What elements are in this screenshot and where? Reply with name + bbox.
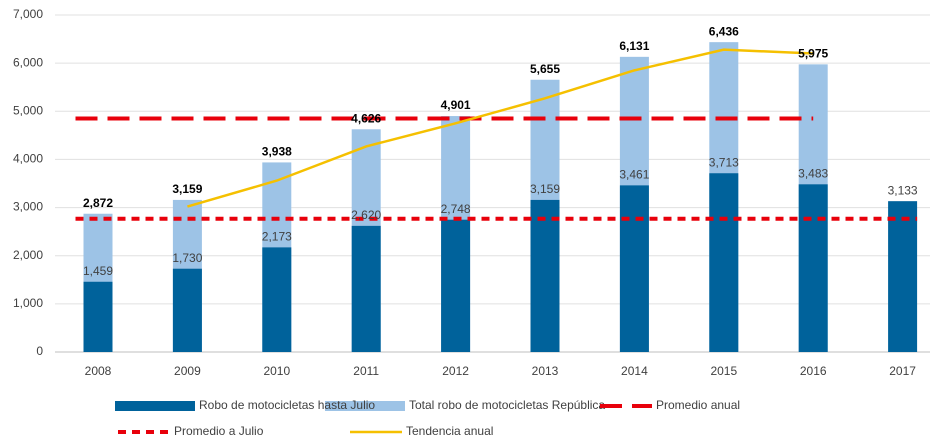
data-label: 4,626 <box>351 111 381 125</box>
x-tick-label: 2011 <box>353 364 379 378</box>
data-label: 2,173 <box>262 230 292 244</box>
data-label: 4,901 <box>441 98 471 112</box>
data-label: 6,131 <box>619 39 649 53</box>
y-tick-label: 1,000 <box>13 296 43 310</box>
data-label: 3,159 <box>172 182 202 196</box>
y-tick-label: 3,000 <box>13 200 43 214</box>
data-label: 2,748 <box>441 202 471 216</box>
x-tick-label: 2016 <box>800 364 827 378</box>
line-trend <box>187 48 814 208</box>
data-label: 5,655 <box>530 62 560 76</box>
data-label: 3,133 <box>888 183 918 197</box>
bar <box>798 184 828 352</box>
data-label: 3,483 <box>798 166 828 180</box>
legend-label: Promedio anual <box>656 398 740 412</box>
bar <box>83 281 113 352</box>
data-label: 3,159 <box>530 182 560 196</box>
y-tick-label: 2,000 <box>13 248 43 262</box>
legend-label: Promedio a Julio <box>174 424 264 438</box>
bar <box>441 219 471 352</box>
y-tick-label: 5,000 <box>13 103 43 117</box>
data-label: 3,461 <box>619 168 649 182</box>
x-tick-label: 2014 <box>621 364 648 378</box>
x-tick-label: 2015 <box>710 364 737 378</box>
x-tick-label: 2008 <box>85 364 112 378</box>
data-label: 2,872 <box>83 196 113 210</box>
bar <box>709 173 739 352</box>
x-tick-label: 2010 <box>263 364 290 378</box>
legend-label: Total robo de motocicletas República <box>409 398 605 412</box>
data-label: 2,620 <box>351 208 381 222</box>
x-tick-label: 2012 <box>442 364 469 378</box>
legend-label: Tendencia anual <box>406 424 493 438</box>
data-label: 6,436 <box>709 24 739 38</box>
y-tick-label: 6,000 <box>13 55 43 69</box>
bar <box>172 268 202 352</box>
legend-label: Robo de motocicletas hasta Julio <box>199 398 375 412</box>
data-label: 1,730 <box>172 251 202 265</box>
x-tick-label: 2017 <box>889 364 916 378</box>
bar <box>530 199 560 352</box>
y-tick-label: 4,000 <box>13 152 43 166</box>
bar <box>619 185 649 352</box>
bar <box>888 201 918 352</box>
legend-swatch <box>115 401 195 411</box>
y-tick-label: 0 <box>36 344 43 358</box>
data-label: 3,713 <box>709 155 739 169</box>
legend-swatch <box>325 401 405 411</box>
data-label: 5,975 <box>798 47 828 61</box>
bar <box>262 247 292 352</box>
data-label: 1,459 <box>83 264 113 278</box>
data-label: 3,938 <box>262 145 292 159</box>
y-tick-label: 7,000 <box>13 7 43 21</box>
x-tick-label: 2009 <box>174 364 201 378</box>
x-tick-label: 2013 <box>532 364 559 378</box>
bar <box>351 225 381 352</box>
